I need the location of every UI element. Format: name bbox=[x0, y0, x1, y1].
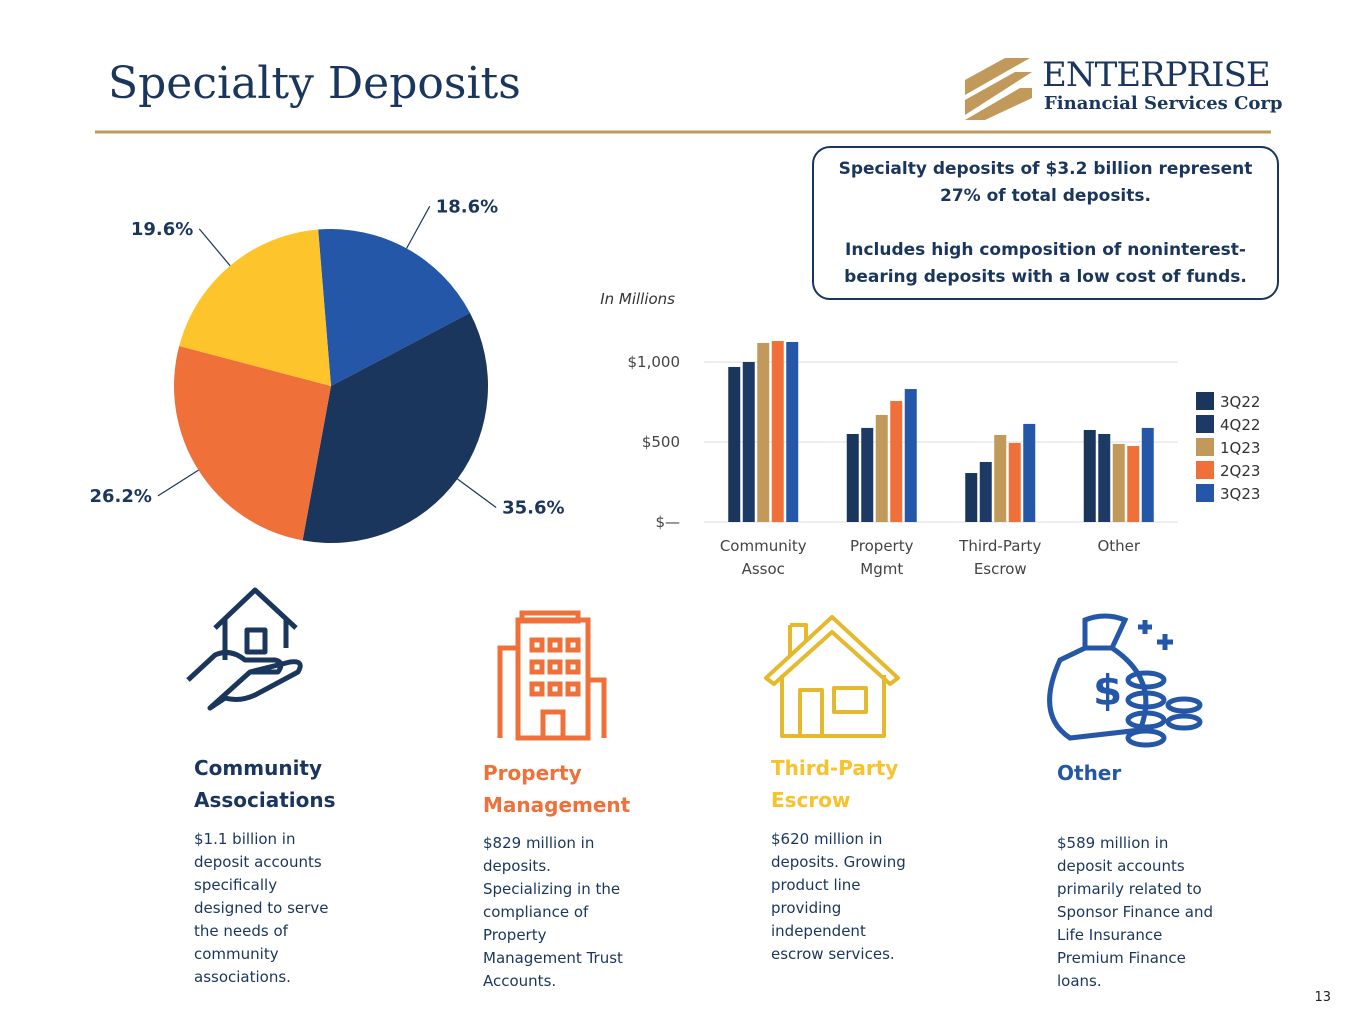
legend-swatch bbox=[1196, 461, 1214, 479]
y-tick-label: $500 bbox=[642, 433, 680, 451]
legend-swatch bbox=[1196, 415, 1214, 433]
bar bbox=[904, 389, 917, 522]
bar bbox=[979, 462, 992, 522]
bar bbox=[786, 342, 799, 522]
y-tick-label: $1,000 bbox=[628, 353, 681, 371]
slide-title: Specialty Deposits bbox=[108, 58, 521, 109]
segment-heading: Other bbox=[1057, 761, 1122, 785]
leader-line bbox=[157, 469, 199, 497]
bar bbox=[1098, 434, 1111, 522]
bar bbox=[875, 414, 888, 522]
legend-swatch bbox=[1196, 392, 1214, 410]
leader-line bbox=[457, 478, 497, 508]
segment-heading: Third-Party Escrow bbox=[771, 756, 899, 812]
page-number: 13 bbox=[1314, 990, 1331, 1005]
x-tick-label: Community Assoc bbox=[719, 537, 807, 578]
bar bbox=[846, 434, 859, 522]
data-label: 35.6% bbox=[502, 497, 564, 518]
segment-text: $589 million in deposit accounts primari… bbox=[1057, 834, 1214, 990]
pie-slice bbox=[302, 312, 488, 543]
leader-line bbox=[406, 206, 431, 249]
legend-swatch bbox=[1196, 438, 1214, 456]
segment-heading: Property Management bbox=[483, 761, 631, 817]
bar bbox=[890, 401, 903, 522]
bar bbox=[965, 473, 978, 522]
bar bbox=[771, 341, 784, 522]
icon-property bbox=[497, 610, 607, 741]
legend-label: 3Q23 bbox=[1220, 485, 1260, 503]
bar bbox=[1112, 443, 1125, 522]
bar bbox=[1083, 430, 1096, 522]
bar bbox=[742, 362, 755, 522]
pie-slice bbox=[179, 229, 331, 386]
legend-label: 2Q23 bbox=[1220, 462, 1260, 480]
segment-text: $829 million in deposits. Specializing i… bbox=[483, 834, 623, 990]
logo-mark bbox=[965, 58, 1032, 120]
callout-text: Specialty deposits of $3.2 billion repre… bbox=[838, 159, 1253, 206]
callout-text: Includes high composition of noninterest… bbox=[844, 240, 1247, 287]
legend-label: 3Q22 bbox=[1220, 393, 1260, 411]
callout: Specialty deposits of $3.2 billion repre… bbox=[812, 146, 1279, 300]
legend-swatch bbox=[1196, 484, 1214, 502]
svg-text:$: $ bbox=[1093, 666, 1122, 715]
pie-slice bbox=[318, 229, 470, 386]
logo-name: ENTERPRISE bbox=[1042, 55, 1271, 95]
icon-other: $ bbox=[1047, 613, 1203, 748]
pie-slice bbox=[173, 346, 331, 541]
data-label: 18.6% bbox=[436, 196, 498, 217]
icon-community bbox=[186, 587, 303, 711]
bar bbox=[757, 342, 770, 522]
bar bbox=[1127, 446, 1140, 522]
legend-label: 1Q23 bbox=[1220, 439, 1260, 457]
segment-heading: Community Associations bbox=[194, 756, 336, 812]
x-tick-label: Property Mgmt bbox=[850, 537, 914, 578]
bar bbox=[1008, 442, 1021, 522]
logo-subtitle: Financial Services Corp bbox=[1044, 93, 1283, 114]
segment-text: $620 million in deposits. Growing produc… bbox=[771, 830, 906, 963]
bar bbox=[994, 434, 1007, 522]
x-tick-label: Other bbox=[1097, 537, 1141, 555]
data-label: 19.6% bbox=[131, 219, 193, 240]
bar bbox=[861, 427, 874, 522]
axis-label: In Millions bbox=[600, 290, 675, 308]
y-tick-label: $— bbox=[655, 513, 680, 531]
icon-escrow bbox=[764, 615, 900, 738]
legend-label: 4Q22 bbox=[1220, 416, 1260, 434]
bar bbox=[728, 366, 741, 522]
segment-text: $1.1 billion in deposit accounts specifi… bbox=[194, 830, 329, 986]
data-label: 26.2% bbox=[89, 486, 151, 507]
bar bbox=[1141, 427, 1154, 522]
leader-line bbox=[198, 228, 231, 267]
bar bbox=[1023, 423, 1036, 522]
x-tick-label: Third-Party Escrow bbox=[959, 537, 1042, 578]
